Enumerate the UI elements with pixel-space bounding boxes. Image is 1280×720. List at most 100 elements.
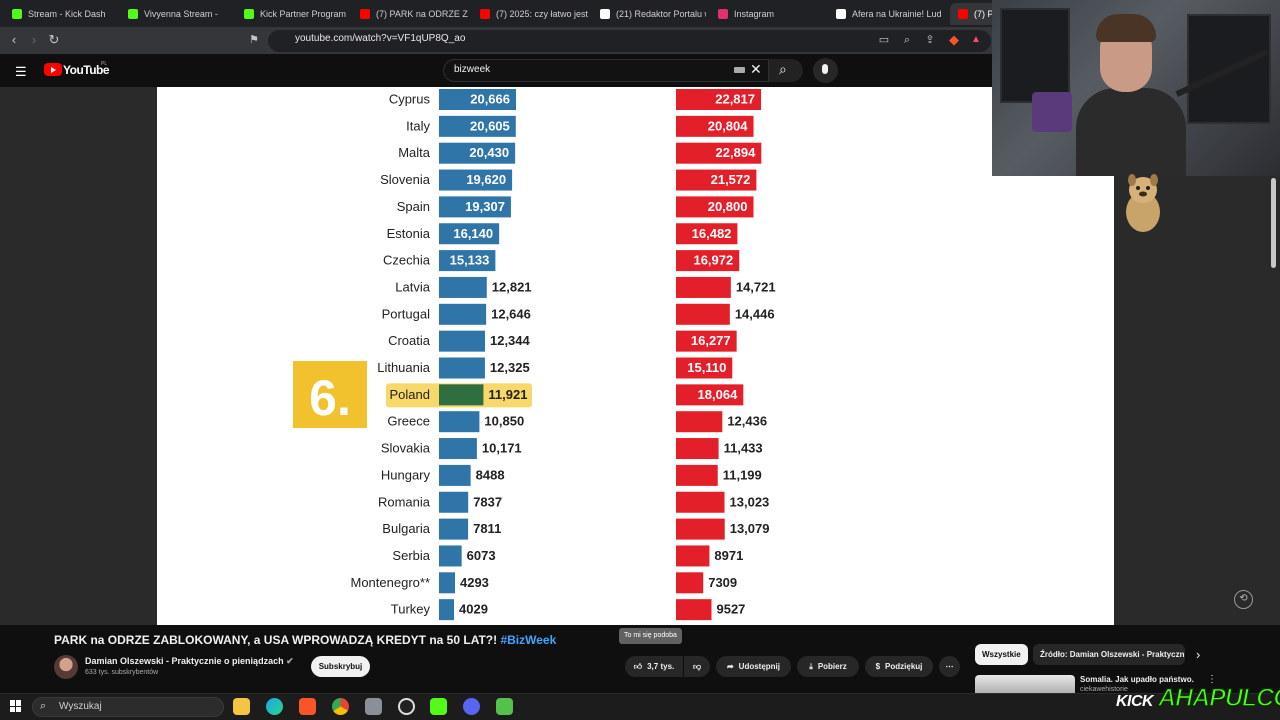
bar bbox=[676, 89, 762, 110]
chevron-right-icon[interactable]: › bbox=[1196, 647, 1201, 662]
browser-tab[interactable]: (7) 2025: czy łatwo jest bbox=[472, 3, 588, 25]
share-button[interactable]: ➦ Udostępnij bbox=[716, 656, 791, 677]
browser-tab[interactable]: (21) Redaktor Portalu w bbox=[592, 3, 706, 25]
data-label: 11,921 bbox=[488, 387, 527, 402]
category-label: Cyprus bbox=[389, 92, 431, 107]
clear-search-icon[interactable]: ✕ bbox=[750, 61, 762, 77]
category-label: Portugal bbox=[382, 306, 431, 321]
microphone-icon bbox=[822, 64, 828, 74]
x-icon bbox=[600, 9, 610, 19]
download-button[interactable]: ⤓ Pobierz bbox=[797, 656, 859, 677]
cast-icon[interactable]: ▭ bbox=[878, 34, 890, 46]
category-label: Czechia bbox=[383, 253, 431, 268]
subscribe-button[interactable]: Subskrybuj bbox=[311, 656, 370, 677]
data-label: 9527 bbox=[716, 602, 745, 617]
data-label: 12,344 bbox=[490, 333, 531, 348]
browser-tab[interactable]: Instagram bbox=[710, 3, 824, 25]
recommended-title[interactable]: Somalia. Jak upadło państwo. bbox=[1080, 675, 1194, 684]
category-label: Serbia bbox=[392, 548, 430, 563]
video-title-text: PARK na ODRZE ZABLOKOWANY, a USA WPROWAD… bbox=[54, 633, 498, 647]
browser-tab[interactable]: Vivyenna Stream - bbox=[120, 3, 232, 25]
chrome-icon[interactable] bbox=[332, 698, 349, 715]
data-label: 16,972 bbox=[693, 253, 733, 268]
browser-tab-label: Afera na Ukrainie! Lud bbox=[852, 9, 942, 19]
data-label: 10,171 bbox=[482, 441, 522, 456]
keyboard-icon[interactable] bbox=[734, 67, 745, 73]
youtube-logo-text[interactable]: YouTube bbox=[63, 63, 110, 77]
youtube-icon bbox=[480, 9, 490, 19]
bar bbox=[676, 491, 725, 513]
bar bbox=[676, 223, 738, 245]
browser-tab[interactable]: (7) PARK na ODRZE ZA bbox=[352, 3, 468, 25]
brave-rewards-icon[interactable]: ▲ bbox=[971, 34, 981, 45]
reload-icon[interactable]: ↻ bbox=[48, 32, 60, 47]
kick-icon bbox=[244, 9, 254, 19]
file-explorer-icon[interactable] bbox=[233, 698, 250, 715]
discord-icon[interactable] bbox=[463, 698, 480, 715]
share-page-icon[interactable]: ⇪ bbox=[925, 34, 935, 46]
data-label: 22,894 bbox=[716, 145, 757, 160]
data-label: 14,446 bbox=[735, 306, 775, 321]
bar bbox=[676, 196, 754, 218]
data-label: 8488 bbox=[476, 467, 505, 482]
browser-tab-label: Instagram bbox=[734, 9, 775, 19]
windows-start-icon[interactable] bbox=[10, 700, 22, 712]
app-icon[interactable] bbox=[365, 698, 382, 715]
edge-icon[interactable] bbox=[266, 698, 283, 715]
url-text: youtube.com/watch?v=VF1qUP8Q_ao bbox=[295, 33, 466, 44]
back-icon[interactable]: ‹ bbox=[11, 32, 17, 47]
thanks-icon: $ bbox=[875, 662, 881, 671]
dislike-button[interactable]: 👎︎ bbox=[684, 656, 710, 677]
brave-icon[interactable] bbox=[299, 698, 316, 715]
recommended-more-icon[interactable]: ⋮ bbox=[1207, 674, 1217, 685]
obs-icon[interactable] bbox=[398, 698, 415, 715]
browser-tab[interactable]: Kick Partner Program bbox=[236, 3, 348, 25]
like-button[interactable]: 👍︎ 3,7 tys. bbox=[625, 656, 683, 677]
kick-watermark: KICK bbox=[1116, 693, 1154, 710]
kick-app-icon[interactable] bbox=[430, 698, 447, 715]
chip-source[interactable]: Źródło: Damian Olszewski - Praktyczni bbox=[1033, 644, 1185, 665]
menu-icon[interactable]: ☰ bbox=[15, 64, 27, 79]
kick-icon bbox=[12, 9, 22, 19]
browser-tab-label: Kick Partner Program bbox=[260, 9, 347, 19]
streamer-app-icon[interactable] bbox=[496, 698, 513, 715]
bar bbox=[439, 357, 485, 379]
brave-shield-icon[interactable]: ◆ bbox=[949, 32, 959, 47]
avatar[interactable] bbox=[54, 655, 78, 679]
youtube-logo-icon[interactable] bbox=[44, 63, 62, 76]
bar-chart: 6. Cyprus 20,666 22,817 Italy 20,605 20,804 Mal… bbox=[293, 89, 776, 621]
zoom-icon[interactable]: ⌕ bbox=[903, 34, 911, 46]
bar bbox=[439, 384, 484, 406]
category-label: Greece bbox=[387, 414, 430, 429]
bookmark-icon[interactable]: ⚑ bbox=[249, 34, 259, 46]
bar bbox=[439, 196, 511, 218]
taskbar-search[interactable] bbox=[32, 697, 224, 717]
data-label: 4029 bbox=[459, 602, 488, 617]
bar bbox=[439, 599, 455, 621]
bar bbox=[439, 250, 496, 272]
category-label: Malta bbox=[398, 145, 431, 160]
browser-tab[interactable]: Stream - Kick Dash bbox=[4, 3, 116, 25]
recommended-thumbnail[interactable] bbox=[975, 675, 1075, 693]
subscriber-count: 633 tys. subskrybentów bbox=[85, 669, 159, 676]
browser-tab[interactable]: Afera na Ukrainie! Lud bbox=[828, 3, 946, 25]
youtube-icon bbox=[958, 9, 968, 19]
channel-name[interactable]: Damian Olszewski - Praktycznie o pieniąd… bbox=[85, 656, 294, 667]
bar bbox=[439, 518, 469, 540]
video-frame[interactable]: 6. Cyprus 20,666 22,817 Italy 20,605 20,804 Mal… bbox=[157, 87, 1114, 625]
category-label: Croatia bbox=[388, 333, 431, 348]
address-bar[interactable] bbox=[268, 30, 991, 52]
thanks-button[interactable]: $ Podziękuj bbox=[865, 656, 933, 677]
search-input[interactable] bbox=[443, 59, 769, 82]
hashtag-link[interactable]: #BizWeek bbox=[500, 633, 557, 647]
forward-icon[interactable]: › bbox=[31, 32, 37, 47]
data-label: 15,133 bbox=[450, 253, 490, 268]
sidebar-scrollbar[interactable] bbox=[1271, 178, 1276, 268]
search-button[interactable]: ⌕ bbox=[769, 59, 803, 82]
browser-tab-label: Vivyenna Stream - bbox=[144, 9, 218, 19]
voice-search-button[interactable] bbox=[813, 58, 838, 83]
chip-all[interactable]: Wszystkie bbox=[975, 644, 1028, 665]
more-actions-button[interactable]: ⋯ bbox=[939, 656, 960, 677]
taskbar-search-icon: ⌕ bbox=[40, 700, 47, 712]
data-label: 20,804 bbox=[708, 118, 749, 133]
